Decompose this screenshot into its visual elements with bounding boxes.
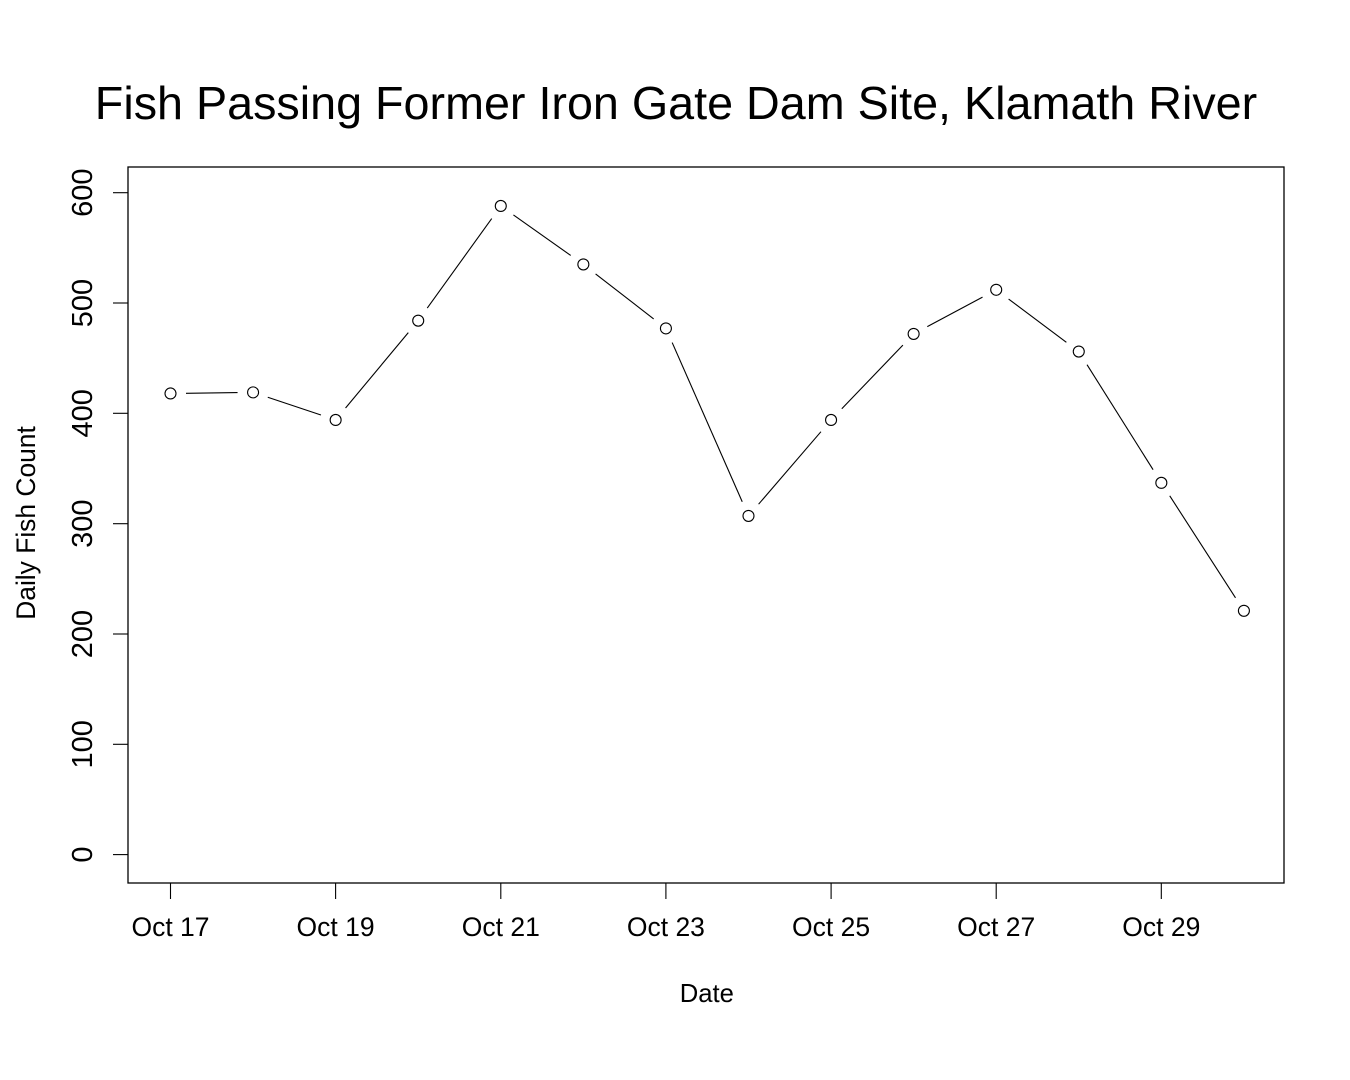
svg-text:200: 200 bbox=[67, 610, 99, 658]
svg-text:Oct 21: Oct 21 bbox=[462, 912, 540, 942]
svg-text:300: 300 bbox=[67, 500, 99, 548]
svg-text:Oct 25: Oct 25 bbox=[792, 912, 870, 942]
svg-text:Date: Date bbox=[680, 980, 734, 1008]
svg-text:Daily Fish Count: Daily Fish Count bbox=[11, 426, 41, 620]
svg-text:600: 600 bbox=[67, 169, 99, 217]
svg-text:Oct 29: Oct 29 bbox=[1122, 912, 1200, 942]
svg-text:100: 100 bbox=[67, 720, 99, 768]
svg-text:0: 0 bbox=[67, 847, 99, 863]
svg-text:Fish Passing Former Iron Gate: Fish Passing Former Iron Gate Dam Site, … bbox=[95, 77, 1257, 129]
svg-text:400: 400 bbox=[67, 389, 99, 437]
svg-text:500: 500 bbox=[67, 279, 99, 327]
svg-text:Oct 17: Oct 17 bbox=[131, 912, 209, 942]
svg-text:Oct 19: Oct 19 bbox=[297, 912, 375, 942]
svg-text:Oct 27: Oct 27 bbox=[957, 912, 1035, 942]
svg-text:Oct 23: Oct 23 bbox=[627, 912, 705, 942]
